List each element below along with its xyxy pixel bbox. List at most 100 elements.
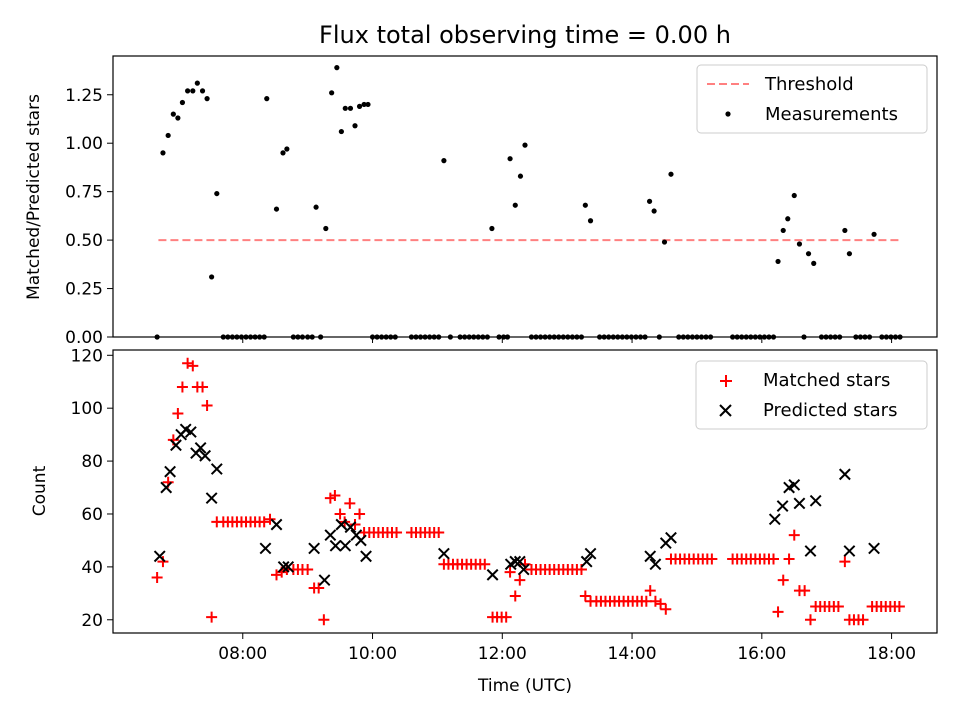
- predicted-stars-point: [210, 463, 223, 475]
- predicted-stars-point: [153, 550, 166, 563]
- measurements-point: [811, 260, 817, 266]
- predicted-stars-point: [318, 574, 331, 587]
- predicted-stars-point: [584, 547, 597, 560]
- ratio-axes-frame: [112, 55, 938, 338]
- predicted-legend-marker: [719, 404, 732, 417]
- measurements-point: [264, 96, 270, 102]
- count-x-tick-label: 10:00: [348, 644, 397, 664]
- measurements-point: [846, 251, 853, 257]
- matched-stars-point: [788, 529, 800, 541]
- measurements-point: [160, 150, 166, 156]
- count-y-tick-label: 120: [71, 346, 103, 366]
- measurements-point: [214, 190, 220, 197]
- count-x-tick-label: 08:00: [218, 644, 267, 664]
- measurements-point: [842, 227, 848, 234]
- predicted-stars-point: [339, 539, 352, 552]
- matched-stars-point: [504, 566, 516, 578]
- matched-stars-point: [329, 489, 341, 501]
- predicted-stars-point: [277, 560, 290, 573]
- matched-stars-point: [772, 606, 784, 618]
- measurements-point: [668, 171, 674, 177]
- predicted-stars-point: [308, 542, 321, 555]
- matched-stars-point: [176, 381, 188, 393]
- predicted-stars-point: [170, 439, 182, 452]
- ratio-y-tick-label: 0.25: [65, 280, 103, 300]
- matched-stars-point: [334, 508, 346, 520]
- count-x-tick-label: 14:00: [608, 644, 657, 664]
- count-y-tick-label: 40: [81, 558, 103, 578]
- predicted-stars-point: [768, 513, 781, 526]
- measurements-point: [194, 80, 200, 86]
- predicted-stars-point: [329, 539, 342, 552]
- predicted-stars-point: [259, 542, 272, 555]
- matched-stars-point: [187, 360, 199, 372]
- count-x-axis-label: Time (UTC): [477, 676, 572, 696]
- predicted-stars-point: [788, 478, 801, 491]
- measurements-point: [356, 103, 363, 109]
- matched-stars-point: [433, 526, 445, 538]
- measurements-point: [190, 88, 196, 94]
- matched-stars-point: [349, 519, 361, 531]
- measurements-point: [785, 216, 791, 222]
- matched-stars-point: [302, 564, 314, 576]
- matched-stars-point: [832, 601, 844, 613]
- predicted-stars-point: [644, 550, 657, 563]
- matched-stars-point: [644, 585, 656, 597]
- predicted-stars-point: [513, 555, 526, 568]
- measurements-point: [329, 90, 335, 96]
- predicted-stars-point: [164, 465, 177, 478]
- matched-stars-point: [206, 611, 218, 623]
- matched-stars-point: [660, 603, 672, 615]
- count-y-tick-label: 80: [81, 452, 103, 472]
- measurements-legend-marker: [725, 111, 731, 117]
- matched-stars-point: [579, 590, 591, 602]
- matched-stars-point: [197, 381, 209, 393]
- measurements-point: [170, 111, 176, 117]
- count-y-axis: 20 40 60 80 100 120: [71, 346, 113, 631]
- ratio-legend: Threshold Measurements: [696, 64, 928, 134]
- measurements-point: [273, 206, 280, 212]
- predicted-stars-point: [843, 545, 856, 557]
- predicted-stars-point: [838, 468, 851, 481]
- count-x-tick-label: 12:00: [478, 644, 527, 664]
- ratio-y-tick-label: 0.00: [65, 328, 103, 348]
- measurements-point: [365, 101, 371, 108]
- ratio-y-tick-label: 1.00: [65, 134, 103, 154]
- count-legend-box: [695, 360, 928, 430]
- threshold-legend-label: Threshold: [764, 74, 854, 95]
- measurements-point: [179, 99, 186, 106]
- predicted-stars-point: [517, 563, 530, 576]
- measurements-point: [165, 132, 171, 139]
- matched-stars-point: [804, 614, 816, 626]
- matched-stars-point: [777, 574, 789, 586]
- measurements-point: [517, 173, 524, 179]
- matched-stars-point: [264, 513, 276, 525]
- figure-title: Flux total observing time = 0.00 h: [319, 21, 731, 49]
- matched-stars-point: [509, 590, 521, 602]
- count-plot-area: [151, 357, 905, 626]
- matched-stars-point: [313, 582, 325, 594]
- count-x-tick-label: 18:00: [867, 644, 916, 664]
- matched-stars-point: [514, 574, 526, 586]
- matched-stars-point: [893, 601, 905, 613]
- measurements-point: [280, 150, 286, 156]
- measurements-point: [209, 274, 215, 280]
- measurements-point: [582, 202, 588, 208]
- measurements-point: [175, 115, 181, 121]
- predicted-stars-point: [199, 449, 212, 462]
- ratio-y-tick-label: 0.50: [65, 231, 103, 251]
- predicted-stars-point: [486, 568, 499, 581]
- predicted-stars-point: [344, 521, 357, 534]
- predicted-stars-point: [324, 529, 337, 542]
- measurements-point: [871, 231, 877, 237]
- matched-stars-point: [271, 569, 283, 581]
- measurements-point: [661, 239, 668, 245]
- matched-stars-point: [391, 526, 403, 538]
- measurements-point: [352, 123, 358, 129]
- count-legend: Matched stars Predicted stars: [695, 360, 928, 430]
- matched-stars-point: [839, 556, 851, 568]
- predicted-stars-point: [793, 497, 806, 510]
- measurements-point: [185, 88, 191, 94]
- predicted-legend-label: Predicted stars: [763, 400, 897, 421]
- count-y-tick-label: 100: [71, 399, 103, 419]
